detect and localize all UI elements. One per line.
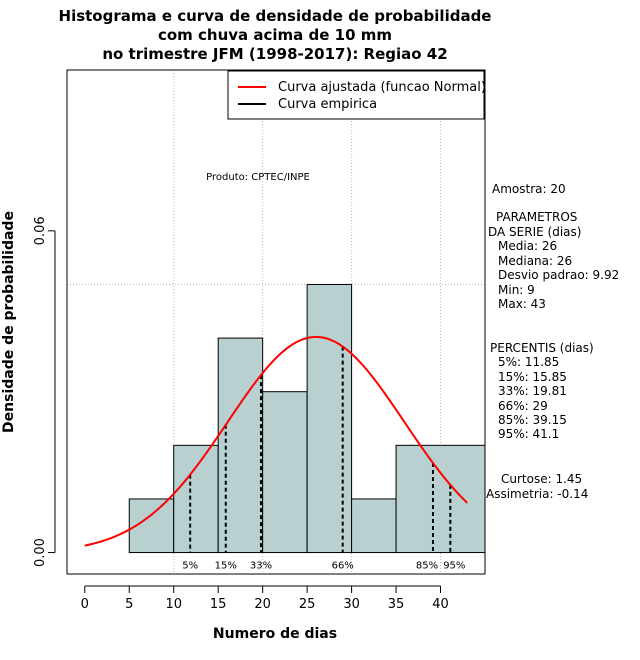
x-tick-label-35: 35 <box>388 597 405 612</box>
percentile-label-95: 95% <box>443 561 465 572</box>
percentil-85: 85%: 39.15 <box>498 413 567 427</box>
param-min: Min: 9 <box>498 283 535 297</box>
percentile-labels-layer: 5% 15% 33% 66% 85% 95% <box>182 561 465 572</box>
histogram-bar-2 <box>173 444 219 554</box>
params-title-2: DA SERIE (dias) <box>488 225 581 239</box>
x-tick-label-0: 0 <box>81 597 89 612</box>
legend-label-empirical: Curva empirica <box>278 97 377 112</box>
param-median: Mediana: 26 <box>498 254 572 268</box>
normal-fit-curve <box>84 335 468 547</box>
x-axis: 0 5 10 15 20 25 30 35 40 <box>81 585 449 612</box>
histogram-bar-6 <box>351 498 397 554</box>
x-tick-label-25: 25 <box>299 597 316 612</box>
percentil-15: 15%: 15.85 <box>498 370 567 384</box>
product-label: Produto: CPTEC/INPE <box>206 172 310 183</box>
histogram-bar-3 <box>217 337 264 554</box>
chart-title-line-2: com chuva acima de 10 mm <box>158 26 392 44</box>
x-tick-label-20: 20 <box>254 597 271 612</box>
histogram-bar-5 <box>306 283 353 554</box>
param-mean: Media: 26 <box>498 239 557 253</box>
percentile-label-15: 15% <box>215 561 237 572</box>
plot-frame <box>66 69 486 575</box>
kurtosis: Curtose: 1.45 <box>501 472 582 486</box>
y-tick-label-1: 0.06 <box>33 216 48 245</box>
side-statistics: Amostra: 20 PARAMETROS DA SERIE (dias) M… <box>486 182 619 501</box>
percentile-label-66: 66% <box>332 561 354 572</box>
chart-title-line-3: no trimestre JFM (1998-2017): Regiao 42 <box>102 45 447 63</box>
params-title-1: PARAMETROS <box>496 210 577 224</box>
legend-box <box>227 70 485 120</box>
y-axis-label: Densidade de probabilidade <box>1 211 17 433</box>
legend-label-normal: Curva ajustada (funcao Normal) <box>278 80 486 95</box>
x-tick-label-5: 5 <box>125 597 133 612</box>
chart-title-line-1: Histograma e curva de densidade de proba… <box>59 7 492 25</box>
x-tick-label-30: 30 <box>343 597 360 612</box>
legend: Curva ajustada (funcao Normal) Curva emp… <box>227 70 486 120</box>
sample-size: Amostra: 20 <box>492 182 566 196</box>
x-axis-label: Numero de dias <box>213 626 337 642</box>
param-max: Max: 43 <box>498 297 546 311</box>
percentile-label-5: 5% <box>182 561 198 572</box>
histogram-bar-4 <box>262 391 308 554</box>
percentis-title: PERCENTIS (dias) <box>490 341 594 355</box>
percentil-33: 33%: 19.81 <box>498 384 567 398</box>
percentile-label-33: 33% <box>250 561 272 572</box>
percentil-95: 95%: 41.1 <box>498 427 559 441</box>
param-std: Desvio padrao: 9.92 <box>498 268 619 282</box>
x-tick-label-15: 15 <box>210 597 227 612</box>
y-tick-label-0: 0.00 <box>33 538 48 567</box>
percentil-66: 66%: 29 <box>498 399 548 413</box>
x-tick-label-40: 40 <box>432 597 449 612</box>
percentile-lines-layer <box>189 346 452 553</box>
bars-layer <box>128 283 486 554</box>
x-tick-label-10: 10 <box>165 597 182 612</box>
percentil-5: 5%: 11.85 <box>498 355 559 369</box>
percentile-label-85: 85% <box>416 561 438 572</box>
histogram-bar-7 <box>395 444 486 554</box>
skewness: Assimetria: -0.14 <box>486 487 588 501</box>
y-axis: 0.00 0.06 <box>33 216 56 567</box>
